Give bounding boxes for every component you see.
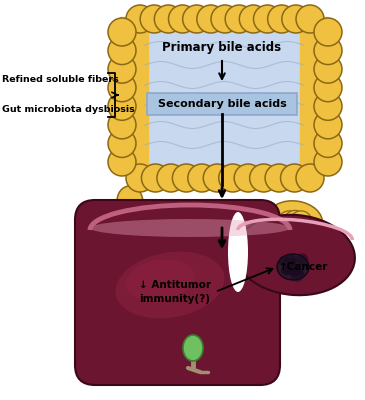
Circle shape (203, 164, 231, 192)
Circle shape (296, 5, 324, 33)
Circle shape (126, 164, 154, 192)
Ellipse shape (268, 201, 322, 239)
Text: Secondary bile acids: Secondary bile acids (158, 99, 287, 109)
Text: Primary bile acids: Primary bile acids (162, 42, 281, 54)
Circle shape (286, 265, 297, 276)
Circle shape (314, 36, 342, 64)
Ellipse shape (228, 212, 248, 292)
Circle shape (314, 111, 342, 139)
Circle shape (291, 269, 299, 276)
Circle shape (292, 269, 299, 276)
Circle shape (169, 5, 196, 33)
Bar (140, 165, 310, 185)
Circle shape (288, 259, 296, 266)
Circle shape (290, 211, 312, 233)
Circle shape (281, 266, 290, 275)
Ellipse shape (289, 224, 327, 252)
Text: ↓ Antitumor
immunity(?): ↓ Antitumor immunity(?) (139, 280, 211, 304)
Circle shape (314, 148, 342, 176)
Ellipse shape (235, 215, 355, 295)
Ellipse shape (183, 335, 203, 361)
Circle shape (296, 268, 303, 275)
Circle shape (314, 18, 342, 46)
Circle shape (188, 164, 216, 192)
Circle shape (296, 253, 308, 266)
Circle shape (234, 164, 262, 192)
Circle shape (278, 211, 300, 233)
Ellipse shape (277, 254, 309, 280)
FancyBboxPatch shape (133, 23, 311, 186)
Circle shape (108, 74, 136, 102)
Circle shape (211, 5, 239, 33)
Circle shape (140, 5, 168, 33)
FancyBboxPatch shape (147, 93, 297, 115)
Circle shape (290, 262, 296, 269)
Circle shape (108, 36, 136, 64)
Circle shape (284, 210, 306, 232)
Text: ↑Cancer: ↑Cancer (279, 262, 328, 272)
Circle shape (219, 164, 247, 192)
Ellipse shape (125, 259, 195, 301)
Circle shape (197, 5, 225, 33)
Circle shape (108, 92, 136, 120)
Circle shape (142, 164, 169, 192)
Circle shape (108, 55, 136, 83)
Circle shape (225, 5, 253, 33)
Circle shape (250, 164, 278, 192)
Circle shape (172, 164, 200, 192)
Circle shape (115, 207, 135, 227)
Circle shape (296, 164, 324, 192)
Ellipse shape (117, 186, 143, 218)
Circle shape (314, 130, 342, 158)
Bar (300, 17, 328, 172)
Ellipse shape (116, 252, 224, 318)
Ellipse shape (90, 219, 290, 237)
Circle shape (282, 5, 310, 33)
Circle shape (108, 130, 136, 158)
Circle shape (281, 265, 292, 275)
Circle shape (157, 164, 185, 192)
Circle shape (314, 74, 342, 102)
Circle shape (268, 5, 296, 33)
Text: Gut microbiota dysbiosis: Gut microbiota dysbiosis (2, 106, 135, 114)
Text: Refined soluble fibers: Refined soluble fibers (2, 76, 119, 84)
Circle shape (314, 55, 342, 83)
FancyBboxPatch shape (75, 200, 280, 385)
Circle shape (126, 5, 154, 33)
Circle shape (108, 18, 136, 46)
Circle shape (298, 240, 322, 264)
Circle shape (154, 5, 182, 33)
Circle shape (108, 148, 136, 176)
Bar (120, 17, 148, 172)
Circle shape (285, 254, 296, 266)
Circle shape (265, 164, 293, 192)
Bar (140, 8, 310, 30)
Circle shape (239, 5, 267, 33)
Circle shape (254, 5, 281, 33)
Circle shape (290, 268, 304, 282)
Circle shape (281, 164, 308, 192)
Circle shape (108, 111, 136, 139)
Circle shape (182, 5, 211, 33)
Circle shape (279, 256, 289, 266)
Circle shape (314, 92, 342, 120)
